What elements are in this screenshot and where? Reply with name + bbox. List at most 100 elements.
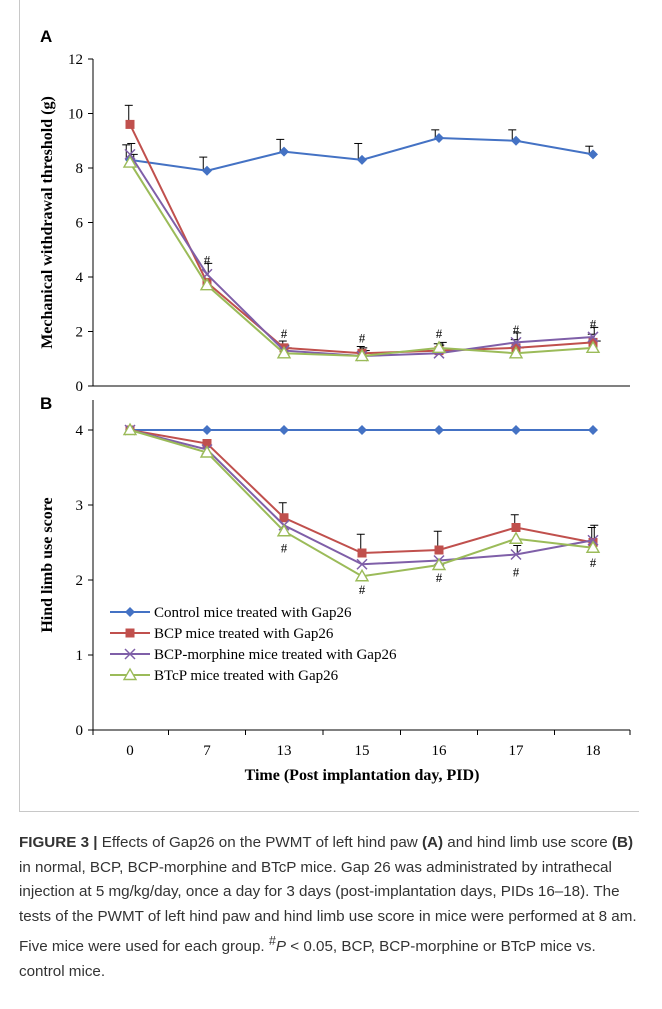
- data-point: [199, 445, 215, 458]
- data-point: [125, 119, 135, 129]
- panel-label: A: [40, 27, 52, 46]
- data-point: [357, 548, 367, 558]
- series-line: [129, 137, 594, 172]
- x-tick-label: 0: [126, 743, 134, 759]
- frame-bottom-line: [19, 811, 639, 812]
- caption-text-3: in normal, BCP, BCP-morphine and BTcP mi…: [19, 858, 637, 956]
- data-point: [122, 422, 138, 436]
- significance-mark: #: [359, 582, 366, 597]
- data-point: [434, 425, 444, 435]
- legend-label: BTcP mice treated with Gap26: [154, 668, 339, 684]
- panel-label: B: [40, 394, 52, 413]
- data-point: [357, 154, 367, 165]
- data-point: [202, 439, 212, 448]
- y-tick-label: 0: [76, 379, 84, 395]
- legend-marker: [125, 607, 135, 617]
- legend-label: BCP mice treated with Gap26: [154, 626, 334, 642]
- data-point: [434, 133, 444, 144]
- caption-text-5: < 0.05, BCP, BCP-morphine or BTcP mice v…: [19, 938, 596, 981]
- significance-mark: #: [281, 326, 288, 341]
- data-point: [588, 149, 598, 160]
- data-point: [276, 345, 292, 359]
- data-point: [434, 545, 444, 555]
- data-point: [202, 165, 212, 176]
- data-point: [587, 534, 599, 546]
- legend-marker: [122, 667, 138, 681]
- data-point: [354, 348, 370, 362]
- series-line: [129, 162, 594, 358]
- legend-label: Control mice treated with Gap26: [154, 605, 352, 621]
- data-point: [510, 548, 522, 561]
- x-tick-label: 15: [355, 743, 370, 759]
- data-point: [279, 146, 289, 157]
- data-point: [202, 425, 212, 435]
- caption-ref-b: (B): [611, 834, 634, 851]
- x-tick-label: 18: [586, 743, 601, 759]
- caption-hash-sup: #: [268, 934, 276, 949]
- caption-ref-a: (A): [421, 834, 444, 851]
- data-point: [511, 425, 521, 435]
- y-axis-label: Hind limb use score: [39, 497, 56, 632]
- data-point: [357, 425, 367, 435]
- legend-marker: [124, 648, 136, 660]
- y-tick-label: 1: [76, 648, 84, 664]
- data-point: [511, 523, 521, 532]
- significance-mark: #: [590, 555, 597, 570]
- y-tick-label: 4: [76, 270, 84, 286]
- significance-mark: #: [204, 253, 211, 268]
- data-point: [431, 340, 447, 354]
- frame-left-line: [19, 0, 20, 812]
- panel-b: B 0 1 2 3 4 Hind limb use score 0 7 13 15 16 17 18 Tim…: [39, 394, 631, 784]
- panel-a: A 0 2 4 6 8 10 12 Mechanical withdrawal threshol…: [39, 27, 630, 395]
- data-point: [199, 277, 215, 291]
- y-tick-label: 10: [68, 107, 83, 123]
- data-point: [201, 268, 213, 280]
- caption-text-2: and hind limb use score: [443, 834, 612, 851]
- y-axis-label: Mechanical withdrawal threshold (g): [39, 96, 56, 349]
- significance-mark: #: [513, 322, 520, 337]
- data-point: [585, 340, 601, 354]
- data-point: [587, 331, 599, 343]
- data-point: [585, 540, 601, 553]
- data-point: [122, 155, 138, 168]
- significance-mark: #: [436, 570, 443, 585]
- data-point: [354, 568, 370, 582]
- figure-label: FIGURE 3 |: [19, 834, 98, 851]
- data-point: [431, 557, 447, 571]
- figure-caption: FIGURE 3 | Effects of Gap26 on the PWMT …: [19, 831, 639, 985]
- y-tick-label: 4: [76, 423, 84, 439]
- significance-mark: #: [590, 317, 597, 332]
- y-tick-label: 2: [76, 573, 84, 589]
- data-point: [124, 148, 136, 160]
- significance-mark: #: [513, 565, 520, 580]
- x-tick-label: 16: [432, 743, 448, 759]
- series-line: [129, 153, 594, 358]
- data-point: [588, 425, 598, 435]
- y-tick-label: 3: [76, 498, 84, 514]
- data-point: [279, 513, 289, 523]
- data-point: [276, 523, 292, 537]
- data-point: [511, 135, 521, 146]
- data-point: [510, 336, 522, 348]
- significance-mark: #: [359, 330, 366, 345]
- caption-p-italic: P: [275, 938, 287, 956]
- y-tick-label: 8: [76, 161, 84, 177]
- legend-marker: [125, 628, 135, 638]
- significance-mark: #: [281, 541, 288, 556]
- data-point: [508, 531, 524, 544]
- x-tick-label: 17: [509, 743, 525, 759]
- data-point: [356, 558, 368, 570]
- x-tick-label: 13: [277, 743, 292, 759]
- data-point: [279, 425, 289, 435]
- y-tick-label: 12: [68, 52, 83, 68]
- significance-mark: #: [436, 326, 443, 341]
- x-axis-label: Time (Post implantation day, PID): [245, 767, 480, 784]
- y-tick-label: 6: [76, 216, 84, 232]
- data-point: [508, 345, 524, 359]
- x-tick-label: 7: [203, 743, 211, 759]
- y-tick-label: 0: [76, 723, 84, 739]
- caption-text-1: Effects of Gap26 on the PWMT of left hin…: [97, 834, 422, 851]
- y-tick-label: 2: [76, 325, 84, 341]
- legend-label: BCP-morphine mice treated with Gap26: [154, 647, 397, 663]
